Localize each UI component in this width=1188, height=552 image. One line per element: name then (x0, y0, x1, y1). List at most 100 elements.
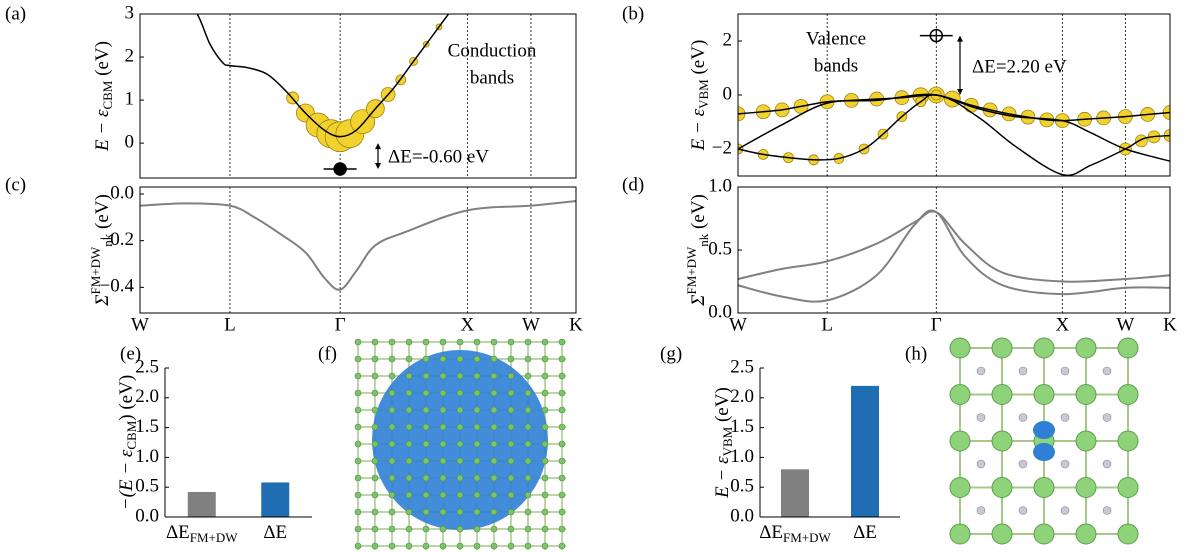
atom (558, 406, 566, 414)
y-tick-label: 1.5 (730, 416, 754, 437)
atom (541, 491, 549, 499)
frame (139, 13, 577, 179)
frame (737, 13, 1171, 177)
atom (991, 384, 1013, 405)
atom (354, 525, 362, 533)
atom (473, 525, 481, 533)
atom (456, 338, 464, 346)
atom (524, 372, 532, 380)
atom (558, 440, 566, 448)
atom (1117, 337, 1139, 359)
atom (456, 457, 464, 465)
atom (1117, 430, 1139, 452)
atom (405, 372, 413, 380)
y-tick-label: 1 (125, 88, 135, 109)
atom (490, 491, 498, 499)
atom-small (1060, 366, 1070, 376)
atom (405, 525, 413, 533)
x-tick-label: K (1163, 314, 1177, 335)
atom (371, 508, 379, 516)
atom (388, 406, 396, 414)
y-tick-label: 2.0 (730, 386, 754, 407)
atom (949, 477, 971, 498)
structure-image-f (354, 338, 566, 550)
atom (524, 423, 532, 431)
x-tick-label: L (224, 314, 236, 335)
atom (558, 491, 566, 499)
atom (524, 389, 532, 397)
atom-small (1018, 413, 1028, 422)
atom (490, 440, 498, 448)
atom (371, 491, 379, 499)
atom (507, 355, 515, 363)
atom (354, 406, 362, 414)
y-axis-label-part: nk (100, 233, 115, 247)
atom (490, 338, 498, 346)
plot-area (140, 200, 576, 291)
atom-small (1102, 366, 1112, 376)
charge-density (372, 350, 548, 530)
atom (456, 474, 464, 482)
panel-label: (f) (318, 343, 337, 364)
atom (507, 457, 515, 465)
y-tick-label: 2 (125, 45, 135, 66)
atom (439, 406, 447, 414)
atom (558, 474, 566, 482)
atom (371, 525, 379, 533)
atom (473, 457, 481, 465)
atom (558, 355, 566, 363)
atom (405, 474, 413, 482)
atom (1117, 384, 1139, 405)
atom (490, 525, 498, 533)
atom (524, 355, 532, 363)
y-tick-label: 0.5 (730, 476, 754, 497)
atom (388, 355, 396, 363)
atom (456, 508, 464, 516)
annotation: bands (814, 55, 858, 76)
atom (354, 372, 362, 380)
atom (405, 542, 413, 550)
atom-small (1060, 413, 1070, 422)
x-tick-label: Γ (335, 314, 346, 335)
atom (490, 508, 498, 516)
atom (439, 457, 447, 465)
category-part: ΔE (759, 522, 783, 543)
x-tick-label: L (821, 314, 833, 335)
atom (371, 406, 379, 414)
arrow-head (957, 35, 963, 42)
atom (949, 523, 971, 545)
y-axis-label-part: (eV) (92, 41, 113, 81)
atom (1075, 523, 1097, 545)
atom (388, 423, 396, 431)
y-tick-label: 2.5 (135, 356, 159, 377)
y-tick-label: −0.4 (100, 276, 135, 297)
x-tick-label: W (522, 314, 540, 335)
arrow-head (375, 143, 381, 150)
atom (422, 406, 430, 414)
annotation: Valence (806, 28, 866, 49)
atom (507, 542, 515, 550)
atom (490, 372, 498, 380)
atom (524, 457, 532, 465)
atom (354, 508, 362, 516)
arrow-head (375, 162, 381, 169)
y-axis-label-part: ) (eV) (116, 375, 137, 421)
atom (422, 338, 430, 346)
atom (1075, 337, 1097, 359)
x-tick-label: Γ (931, 314, 942, 335)
atom (541, 457, 549, 465)
delta-label: ΔE=-0.60 eV (388, 146, 489, 167)
atom (490, 355, 498, 363)
y-axis-label-part: CBM (100, 80, 115, 109)
atom (354, 423, 362, 431)
atom (473, 389, 481, 397)
atom (949, 430, 971, 452)
atom-small (1102, 413, 1112, 422)
plot-area (738, 86, 1170, 176)
atom-small (976, 459, 986, 469)
atom (490, 457, 498, 465)
atom (473, 508, 481, 516)
atom (422, 457, 430, 465)
atom (473, 491, 481, 499)
